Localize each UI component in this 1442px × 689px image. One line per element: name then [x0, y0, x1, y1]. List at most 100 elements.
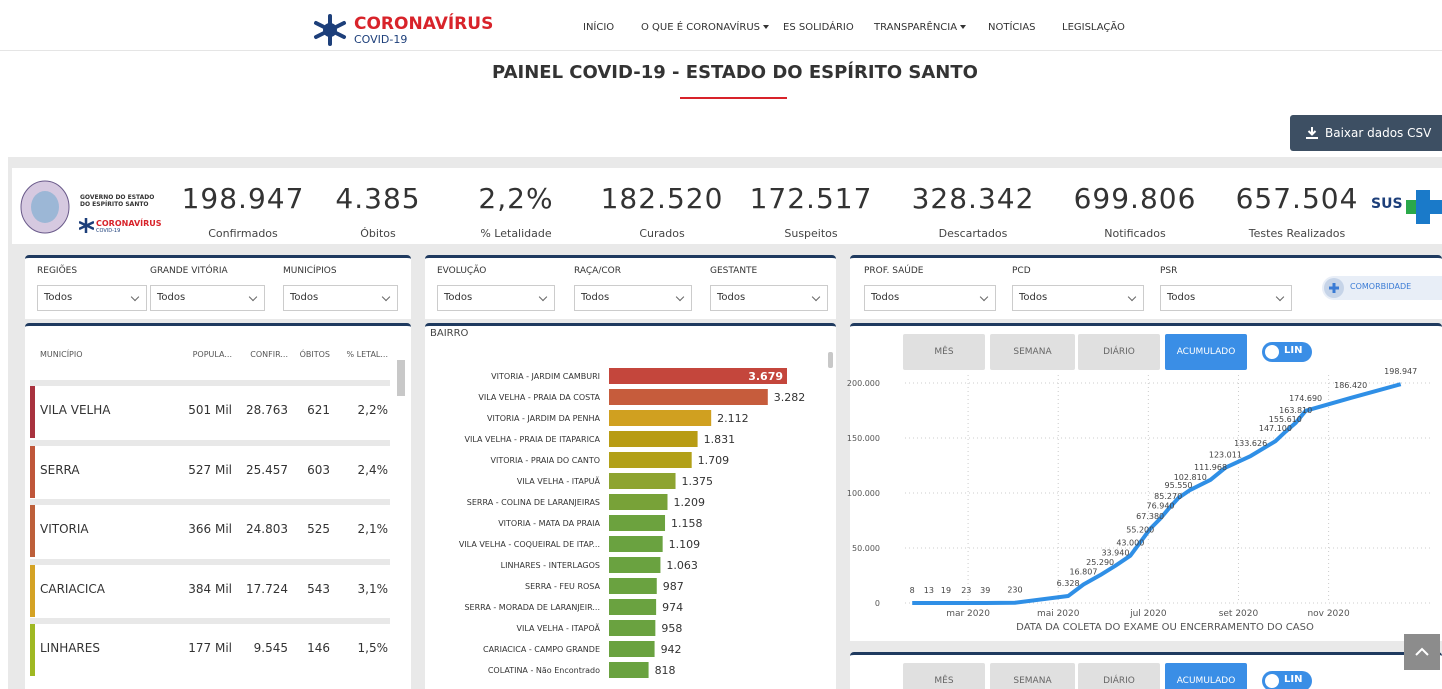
nav-link[interactable]: INÍCIO — [583, 22, 614, 33]
toggle-knob — [1265, 345, 1279, 359]
x-tick-label: nov 2020 — [1307, 609, 1350, 619]
row-separator — [30, 380, 390, 386]
point-label: 174.690 — [1289, 394, 1322, 403]
filter-select[interactable]: Todos — [1012, 285, 1144, 311]
table-cell: 543 — [307, 581, 330, 596]
table-header: ÓBITOS — [299, 350, 330, 359]
bar — [609, 662, 649, 678]
period-button[interactable]: ACUMULADO — [1165, 334, 1247, 370]
bar-chart: VITORIA - JARDIM CAMBURI 3.679 VILA VELHA … — [459, 368, 806, 678]
bar-scrollbar[interactable] — [828, 352, 833, 368]
nav-link[interactable]: O QUE É CORONAVÍRUS — [641, 22, 769, 33]
kpi-label: Testes Realizados — [1248, 227, 1346, 240]
filter: MUNICÍPIOS Todos — [283, 255, 398, 319]
nav-link-label: INÍCIO — [583, 22, 615, 33]
filter-label: PCD — [1012, 266, 1031, 276]
filter-select[interactable]: Todos — [37, 285, 147, 311]
point-label: 43.000 — [1116, 539, 1144, 548]
period-button[interactable]: MÊS — [903, 334, 985, 370]
filter-select[interactable]: Todos — [710, 285, 828, 311]
filter-select[interactable]: Todos — [283, 285, 398, 311]
nav-link[interactable]: LEGISLAÇÃO — [1062, 22, 1125, 33]
table-cell: 527 Mil — [188, 462, 232, 477]
row-separator — [30, 618, 390, 624]
period-button[interactable]: MÊS — [903, 663, 985, 689]
y-tick-label: 100.000 — [847, 489, 880, 498]
nav-link[interactable]: TRANSPARÊNCIA — [874, 22, 967, 33]
filter-select[interactable]: Todos — [1160, 285, 1292, 311]
gov-brand-icon — [79, 218, 94, 233]
table-scrollbar[interactable] — [397, 360, 405, 396]
filter: GESTANTE Todos — [710, 255, 828, 319]
y-tick-label: 200.000 — [847, 379, 880, 388]
scroll-top-button[interactable] — [1404, 634, 1440, 670]
nav-link[interactable]: NOTÍCIAS — [988, 22, 1036, 33]
table-cell: 9.545 — [253, 641, 288, 655]
scale-toggle[interactable]: LIN — [1262, 342, 1312, 362]
nav-bar — [0, 0, 1442, 51]
sus-logo: SUS — [1371, 196, 1403, 212]
filter-select[interactable]: Todos — [150, 285, 265, 311]
bar — [609, 620, 656, 636]
filter-select[interactable]: Todos — [864, 285, 996, 311]
kpi-label: Óbitos — [360, 227, 396, 240]
download-button[interactable]: Baixar dados CSV — [1290, 115, 1442, 151]
row-color-bar — [30, 386, 35, 438]
x-tick-label: mai 2020 — [1037, 609, 1080, 619]
table-cell: 146 — [307, 641, 330, 655]
bar-value-label: 1.709 — [698, 454, 730, 467]
filter: REGIÕES Todos — [37, 255, 147, 319]
bar-category-label: VITORIA - JARDIM CAMBURI — [491, 372, 600, 381]
bar-value-label: 3.282 — [774, 391, 806, 404]
bar — [609, 389, 768, 405]
point-label: 13 — [924, 586, 934, 595]
bar-value-label: 1.063 — [666, 559, 698, 572]
table-header: % LETAL... — [346, 350, 388, 359]
period-button[interactable]: SEMANA — [990, 663, 1075, 689]
bar-chart-title: BAIRRO — [430, 328, 469, 339]
table-cell: LINHARES — [40, 641, 100, 655]
filter-select[interactable]: Todos — [437, 285, 555, 311]
comorbidity-button[interactable]: COMORBIDADE — [1322, 276, 1442, 300]
bar — [609, 452, 692, 468]
bar-category-label: VITORIA - PRAIA DO CANTO — [490, 456, 600, 465]
bar — [609, 515, 666, 531]
logo-title[interactable]: CORONAVÍRUS — [354, 14, 494, 34]
nav-link-label: O QUE É CORONAVÍRUS — [641, 22, 760, 33]
bar-value-label: 1.209 — [673, 496, 705, 509]
row-color-bar — [30, 564, 35, 617]
state-emblem — [20, 180, 70, 234]
bar-value-label: 818 — [655, 664, 676, 677]
bar-category-label: VILA VELHA - PRAIA DA COSTA — [478, 393, 600, 402]
logo-icon — [314, 14, 346, 46]
point-label: 33.940 — [1101, 549, 1129, 558]
bar-category-label: SERRA - FEU ROSA — [525, 582, 601, 591]
table-header: POPULA... — [192, 350, 232, 359]
table-cell: 2,4% — [357, 462, 389, 477]
bar-value-label: 2.112 — [717, 412, 749, 425]
point-label: 16.807 — [1069, 568, 1097, 577]
scale-toggle[interactable]: LIN — [1262, 671, 1312, 689]
period-button[interactable]: ACUMULADO — [1165, 663, 1247, 689]
table-cell: VITORIA — [40, 522, 89, 536]
bar-category-label: COLATINA - Não Encontrado — [488, 666, 600, 675]
table-cell: VILA VELHA — [40, 403, 111, 417]
filter: PSR Todos — [1160, 255, 1292, 319]
bar-value-label: 1.375 — [682, 475, 714, 488]
point-label: 67.380 — [1136, 512, 1164, 521]
point-label: 8 — [910, 586, 915, 595]
bar-value-label: 987 — [663, 580, 684, 593]
nav-link[interactable]: ES SOLIDÁRIO — [783, 22, 854, 33]
gov-line1: GOVERNO DO ESTADO — [80, 194, 155, 201]
table-cell: 17.724 — [246, 581, 288, 596]
point-label: 6.328 — [1057, 579, 1080, 588]
filter-select[interactable]: Todos — [574, 285, 692, 311]
period-button[interactable]: DIÁRIO — [1078, 663, 1160, 689]
period-button[interactable]: SEMANA — [990, 334, 1075, 370]
period-button[interactable]: DIÁRIO — [1078, 334, 1160, 370]
kpi-value: 328.342 — [911, 182, 1035, 215]
bar — [609, 641, 655, 657]
dropdown-caret — [763, 25, 769, 29]
nav-link-label: NOTÍCIAS — [988, 22, 1036, 33]
